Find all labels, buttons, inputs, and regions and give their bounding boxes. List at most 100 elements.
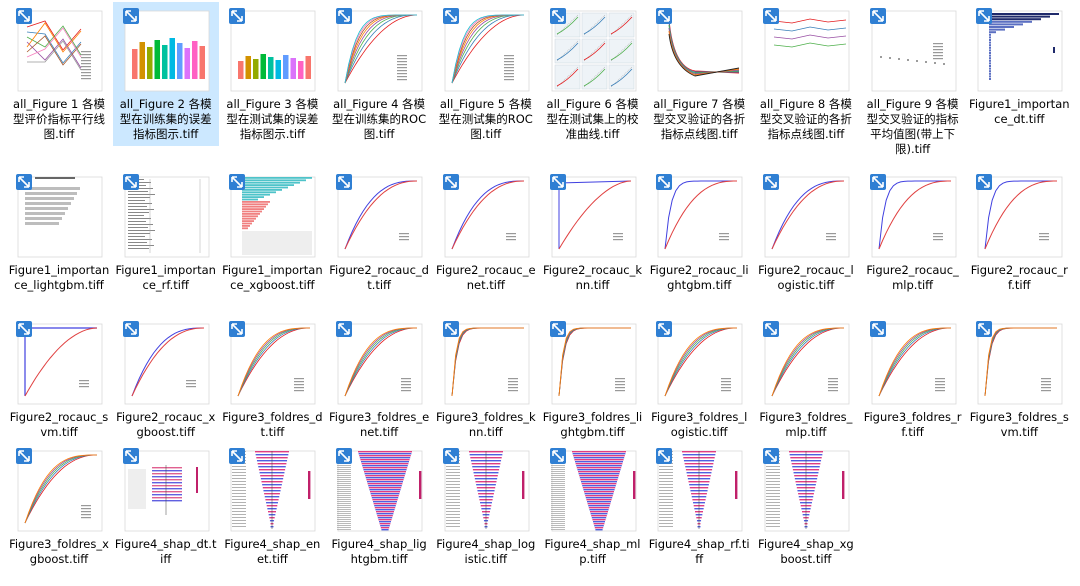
file-item[interactable]: all_Figure 9 各模型交叉验证的指标平均值图(带上下限).tiff bbox=[860, 2, 966, 156]
file-item[interactable]: all_Figure 3 各模型在测试集的误差指标图示.tiff bbox=[219, 2, 325, 146]
open-with-arrow-icon bbox=[442, 8, 459, 24]
file-thumbnail bbox=[549, 7, 639, 95]
file-item[interactable]: Figure2_rocauc_knn.tiff bbox=[540, 168, 646, 312]
file-name: all_Figure 8 各模型交叉验证的各折指标点线图.tiff bbox=[759, 97, 852, 141]
file-item[interactable]: Figure1_importance_lightgbm.tiff bbox=[6, 168, 112, 312]
file-name: all_Figure 3 各模型在测试集的误差指标图示.tiff bbox=[226, 97, 319, 141]
file-name: Figure3_foldres_svm.tiff bbox=[969, 410, 1069, 439]
open-with-arrow-icon bbox=[229, 8, 246, 24]
file-thumbnail bbox=[549, 320, 639, 408]
file-name: Figure1_importance_lightgbm.tiff bbox=[8, 263, 110, 292]
file-name: Figure3_foldres_mlp.tiff bbox=[759, 410, 853, 439]
file-thumbnail bbox=[228, 320, 318, 408]
file-item[interactable]: Figure4_shap_lightgbm.tiff bbox=[326, 442, 432, 586]
open-with-arrow-icon bbox=[656, 448, 673, 464]
open-with-arrow-icon bbox=[336, 8, 353, 24]
file-item[interactable]: all_Figure 1 各模型评价指标平行线图.tiff bbox=[6, 2, 112, 146]
file-thumbnail bbox=[655, 320, 745, 408]
open-with-arrow-icon bbox=[336, 174, 353, 190]
file-thumbnail bbox=[335, 447, 425, 535]
file-name: Figure2_rocauc_lightgbm.tiff bbox=[649, 263, 749, 292]
file-item[interactable]: Figure2_rocauc_lightgbm.tiff bbox=[646, 168, 752, 312]
file-item[interactable]: Figure1_importance_dt.tiff bbox=[966, 2, 1072, 146]
file-thumbnail bbox=[442, 7, 532, 95]
file-thumbnail bbox=[549, 447, 639, 535]
file-thumbnail bbox=[335, 173, 425, 261]
open-with-arrow-icon bbox=[549, 448, 566, 464]
file-item[interactable]: all_Figure 2 各模型在训练集的误差指标图示.tiff bbox=[112, 2, 219, 146]
file-item[interactable]: Figure3_foldres_enet.tiff bbox=[326, 315, 432, 459]
open-with-arrow-icon bbox=[549, 8, 566, 24]
file-thumbnail bbox=[122, 447, 212, 535]
file-name: all_Figure 7 各模型交叉验证的各折指标点线图.tiff bbox=[653, 97, 746, 141]
file-name: Figure3_foldres_xgboost.tiff bbox=[9, 537, 109, 566]
file-name: Figure3_foldres_rf.tiff bbox=[863, 410, 962, 439]
file-thumbnail bbox=[762, 7, 852, 95]
open-with-arrow-icon bbox=[549, 174, 566, 190]
file-item[interactable]: Figure4_shap_mlp.tiff bbox=[540, 442, 646, 586]
file-name: Figure2_rocauc_logistic.tiff bbox=[758, 263, 854, 292]
file-thumbnail bbox=[335, 320, 425, 408]
file-item[interactable]: Figure3_foldres_xgboost.tiff bbox=[6, 442, 112, 586]
file-name: Figure2_rocauc_xgboost.tiff bbox=[116, 410, 216, 439]
open-with-arrow-icon bbox=[762, 448, 779, 464]
open-with-arrow-icon bbox=[549, 321, 566, 337]
file-thumbnail bbox=[228, 173, 318, 261]
file-item[interactable]: Figure4_shap_enet.tiff bbox=[219, 442, 325, 586]
open-with-arrow-icon bbox=[762, 321, 779, 337]
file-item[interactable]: Figure4_shap_dt.tiff bbox=[113, 442, 219, 586]
open-with-arrow-icon bbox=[442, 174, 459, 190]
open-with-arrow-icon bbox=[16, 321, 32, 337]
file-thumbnail bbox=[869, 7, 959, 95]
file-item[interactable]: Figure3_foldres_svm.tiff bbox=[966, 315, 1072, 459]
file-thumbnail bbox=[335, 7, 425, 95]
file-item[interactable]: Figure2_rocauc_enet.tiff bbox=[433, 168, 539, 312]
file-item[interactable]: Figure2_rocauc_xgboost.tiff bbox=[113, 315, 219, 459]
file-item[interactable]: Figure2_rocauc_mlp.tiff bbox=[860, 168, 966, 312]
file-item[interactable]: Figure4_shap_logistic.tiff bbox=[433, 442, 539, 586]
file-thumbnail bbox=[762, 320, 852, 408]
file-thumbnail bbox=[442, 173, 532, 261]
file-thumbnail bbox=[15, 173, 105, 261]
file-item[interactable]: all_Figure 8 各模型交叉验证的各折指标点线图.tiff bbox=[753, 2, 859, 146]
file-item[interactable]: all_Figure 5 各模型在测试集的ROC图.tiff bbox=[433, 2, 539, 146]
open-with-arrow-icon bbox=[869, 174, 886, 190]
file-thumbnail bbox=[975, 320, 1065, 408]
file-item[interactable]: Figure4_shap_rf.tiff bbox=[646, 442, 752, 586]
file-item[interactable]: Figure3_foldres_logistic.tiff bbox=[646, 315, 752, 459]
file-thumbnail bbox=[122, 320, 212, 408]
file-thumbnail bbox=[122, 173, 212, 261]
file-item[interactable]: Figure3_foldres_lightgbm.tiff bbox=[540, 315, 646, 459]
file-item[interactable]: all_Figure 4 各模型在训练集的ROC图.tiff bbox=[326, 2, 432, 146]
open-with-arrow-icon bbox=[229, 448, 246, 464]
file-item[interactable]: Figure4_shap_xgboost.tiff bbox=[753, 442, 859, 586]
file-item[interactable]: Figure3_foldres_dt.tiff bbox=[219, 315, 325, 459]
file-name: Figure1_importance_dt.tiff bbox=[969, 97, 1070, 126]
file-name: Figure1_importance_rf.tiff bbox=[115, 263, 216, 292]
file-thumbnail bbox=[15, 320, 105, 408]
file-item[interactable]: all_Figure 7 各模型交叉验证的各折指标点线图.tiff bbox=[646, 2, 752, 146]
file-item[interactable]: all_Figure 6 各模型在测试集上的校准曲线.tiff bbox=[540, 2, 646, 146]
file-name: Figure2_rocauc_svm.tiff bbox=[9, 410, 109, 439]
file-item[interactable]: Figure2_rocauc_logistic.tiff bbox=[753, 168, 859, 312]
open-with-arrow-icon bbox=[122, 321, 139, 337]
file-item[interactable]: Figure1_importance_xgboost.tiff bbox=[219, 168, 325, 312]
file-name: Figure4_shap_logistic.tiff bbox=[436, 537, 536, 566]
file-item[interactable]: Figure1_importance_rf.tiff bbox=[113, 168, 219, 312]
open-with-arrow-icon bbox=[976, 8, 993, 24]
open-with-arrow-icon bbox=[122, 174, 139, 190]
file-name: Figure2_rocauc_knn.tiff bbox=[542, 263, 643, 292]
file-item[interactable]: Figure2_rocauc_rf.tiff bbox=[966, 168, 1072, 312]
file-name: all_Figure 1 各模型评价指标平行线图.tiff bbox=[13, 97, 105, 141]
open-with-arrow-icon bbox=[656, 8, 673, 24]
file-item[interactable]: Figure2_rocauc_dt.tiff bbox=[326, 168, 432, 312]
file-thumbnail bbox=[762, 173, 852, 261]
open-with-arrow-icon bbox=[122, 8, 139, 24]
file-item[interactable]: Figure3_foldres_knn.tiff bbox=[433, 315, 539, 459]
file-item[interactable]: Figure3_foldres_rf.tiff bbox=[860, 315, 966, 459]
open-with-arrow-icon bbox=[976, 321, 993, 337]
file-name: Figure2_rocauc_dt.tiff bbox=[329, 263, 429, 292]
file-item[interactable]: Figure2_rocauc_svm.tiff bbox=[6, 315, 112, 459]
file-item[interactable]: Figure3_foldres_mlp.tiff bbox=[753, 315, 859, 459]
file-name: Figure4_shap_dt.tiff bbox=[114, 537, 217, 566]
